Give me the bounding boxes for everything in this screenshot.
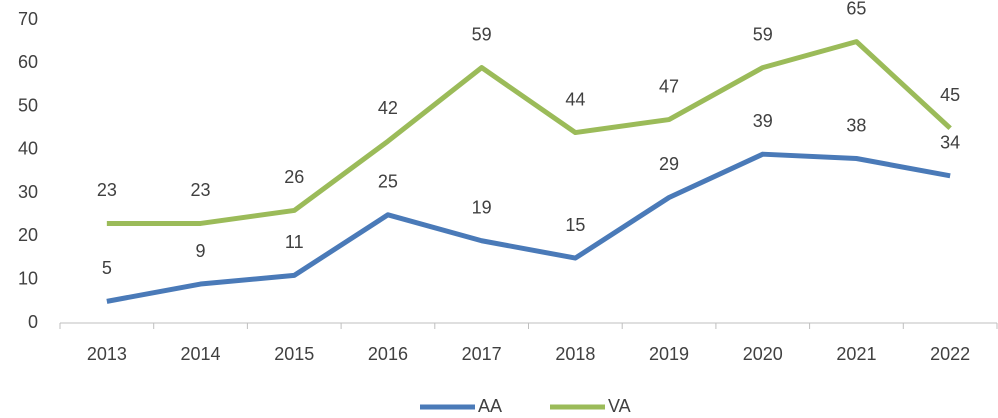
- data-label: 26: [284, 167, 304, 187]
- data-label: 34: [940, 133, 960, 153]
- data-label: 5: [102, 258, 112, 278]
- y-tick-label: 10: [18, 268, 38, 288]
- legend-label: VA: [608, 396, 631, 416]
- y-tick-label: 0: [28, 312, 38, 332]
- data-label: 38: [846, 115, 866, 135]
- x-tick-label: 2016: [368, 344, 408, 364]
- data-label: 47: [659, 76, 679, 96]
- data-label: 65: [846, 0, 866, 18]
- y-tick-label: 40: [18, 139, 38, 159]
- data-label: 15: [565, 215, 585, 235]
- x-tick-label: 2019: [649, 344, 689, 364]
- x-tick-label: 2022: [930, 344, 970, 364]
- data-label: 9: [196, 241, 206, 261]
- data-label: 11: [285, 232, 304, 252]
- data-label: 44: [565, 89, 585, 109]
- y-tick-label: 60: [18, 52, 38, 72]
- x-tick-label: 2018: [555, 344, 595, 364]
- legend-label: AA: [478, 396, 502, 416]
- y-tick-label: 70: [18, 9, 38, 29]
- data-label: 45: [940, 85, 960, 105]
- data-label: 19: [472, 198, 492, 218]
- data-label: 59: [472, 24, 492, 44]
- y-tick-label: 30: [18, 182, 38, 202]
- data-label: 23: [191, 180, 211, 200]
- series-line: [106, 39, 952, 226]
- x-tick-label: 2014: [181, 344, 221, 364]
- data-label: 59: [753, 24, 773, 44]
- series-line: [106, 151, 951, 304]
- data-label: 42: [378, 98, 398, 118]
- data-label: 25: [378, 172, 398, 192]
- x-tick-label: 2020: [743, 344, 783, 364]
- data-label: 23: [97, 180, 117, 200]
- x-tick-label: 2013: [87, 344, 127, 364]
- data-label: 29: [659, 154, 679, 174]
- data-label: 39: [753, 111, 773, 131]
- x-tick-label: 2017: [462, 344, 502, 364]
- y-tick-label: 50: [18, 95, 38, 115]
- x-tick-label: 2021: [836, 344, 876, 364]
- y-tick-label: 20: [18, 225, 38, 245]
- x-tick-label: 2015: [274, 344, 314, 364]
